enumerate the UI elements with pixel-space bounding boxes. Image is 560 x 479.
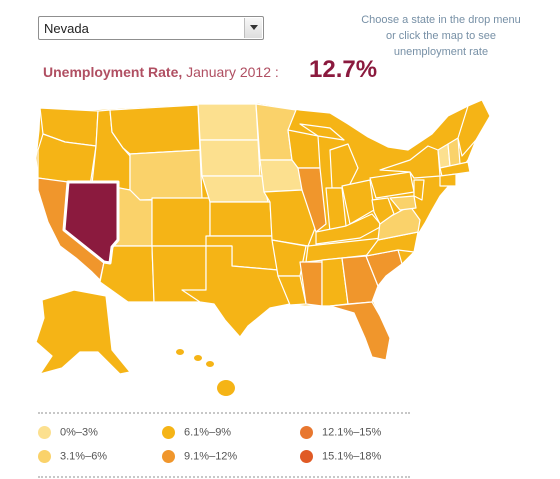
legend-swatch-3-6 bbox=[38, 450, 51, 463]
legend-label: 0%–3% bbox=[60, 426, 98, 439]
instruction-text: Choose a state in the drop menu or click… bbox=[361, 14, 521, 58]
state-florida[interactable] bbox=[329, 301, 391, 361]
state-massachusetts[interactable] bbox=[439, 161, 471, 177]
state-select[interactable]: Nevada bbox=[38, 16, 264, 40]
state-colorado[interactable] bbox=[151, 197, 211, 247]
state-kansas[interactable] bbox=[209, 201, 273, 237]
legend-label: 15.1%–18% bbox=[322, 450, 382, 463]
state-maine[interactable] bbox=[457, 99, 491, 157]
rate-title: Unemployment Rate, bbox=[43, 64, 183, 80]
rate-value: 12.7% bbox=[309, 56, 378, 83]
state-wyoming[interactable] bbox=[129, 149, 203, 201]
rate-period: January 2012 : bbox=[186, 64, 279, 80]
state-nevada-selected[interactable] bbox=[62, 180, 120, 265]
state-michigan-up[interactable] bbox=[299, 123, 345, 141]
chevron-down-icon[interactable] bbox=[244, 18, 262, 38]
legend-swatch-9-12 bbox=[162, 450, 175, 463]
state-texas[interactable] bbox=[181, 245, 291, 338]
legend-label: 6.1%–9% bbox=[184, 426, 232, 439]
legend-item: 3.1%–6% bbox=[38, 450, 107, 463]
state-alaska[interactable] bbox=[35, 289, 131, 375]
state-georgia[interactable] bbox=[341, 255, 379, 305]
state-michigan[interactable] bbox=[329, 143, 359, 189]
legend-item: 12.1%–15% bbox=[300, 426, 381, 439]
legend-item: 15.1%–18% bbox=[300, 450, 381, 463]
legend-label: 12.1%–15% bbox=[322, 426, 382, 439]
legend-label: 3.1%–6% bbox=[60, 450, 108, 463]
rate-label: Unemployment Rate, January 2012 : bbox=[43, 64, 279, 80]
state-new-jersey[interactable] bbox=[413, 179, 425, 201]
legend-swatch-15-18 bbox=[300, 450, 313, 463]
legend-swatch-12-15 bbox=[300, 426, 313, 439]
state-select-value: Nevada bbox=[44, 21, 89, 36]
legend-item: 6.1%–9% bbox=[162, 426, 231, 439]
state-indiana[interactable] bbox=[325, 187, 347, 233]
state-illinois[interactable] bbox=[297, 167, 327, 233]
legend-divider-top bbox=[38, 412, 410, 414]
state-nebraska[interactable] bbox=[201, 175, 269, 203]
state-south-dakota[interactable] bbox=[199, 139, 261, 177]
state-montana[interactable] bbox=[109, 104, 201, 155]
legend-label: 9.1%–12% bbox=[184, 450, 238, 463]
state-connecticut[interactable] bbox=[439, 173, 457, 187]
state-north-dakota[interactable] bbox=[197, 103, 259, 141]
legend-divider-bottom bbox=[38, 476, 410, 478]
state-maryland[interactable] bbox=[389, 195, 417, 211]
legend-swatch-6-9 bbox=[162, 426, 175, 439]
legend-item: 9.1%–12% bbox=[162, 450, 237, 463]
legend-swatch-0-3 bbox=[38, 426, 51, 439]
state-west-virginia[interactable] bbox=[371, 197, 395, 225]
state-hawaii[interactable] bbox=[176, 349, 235, 396]
legend-item: 0%–3% bbox=[38, 426, 98, 439]
